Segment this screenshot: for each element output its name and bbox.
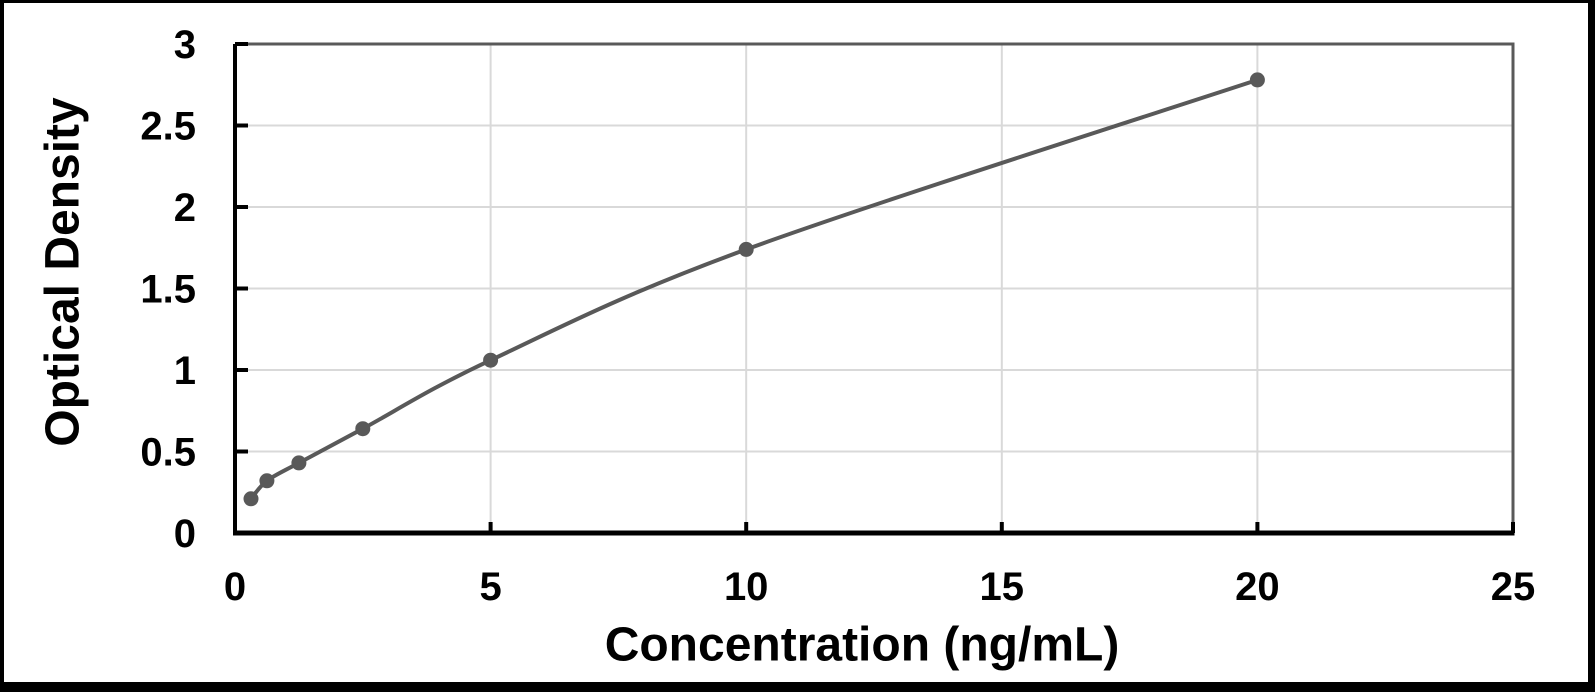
data-point-marker bbox=[738, 241, 754, 257]
y-tick-label: 0 bbox=[174, 512, 196, 556]
y-tick-label: 0.5 bbox=[140, 431, 196, 475]
x-tick-label: 25 bbox=[1491, 565, 1536, 609]
data-point-marker bbox=[355, 421, 371, 437]
data-point-marker bbox=[483, 352, 499, 368]
y-tick-label: 2.5 bbox=[140, 105, 196, 149]
y-tick-label: 3 bbox=[174, 23, 196, 67]
x-axis-title: Concentration (ng/mL) bbox=[604, 618, 1120, 672]
y-tick-label: 2 bbox=[174, 186, 196, 230]
x-tick-label: 20 bbox=[1235, 565, 1280, 609]
data-point-marker bbox=[243, 491, 259, 507]
x-tick-label: 5 bbox=[479, 565, 501, 609]
data-point-marker bbox=[1249, 72, 1265, 88]
y-tick-label: 1.5 bbox=[140, 268, 196, 312]
x-tick-label: 0 bbox=[224, 565, 246, 609]
standard-curve-chart: 0 0.5 1 1.5 2 2.5 3 0 5 10 15 20 25 Optical Density … bbox=[4, 3, 1588, 682]
y-tick-label: 1 bbox=[174, 349, 196, 393]
data-point-marker bbox=[291, 455, 307, 471]
data-point-marker bbox=[259, 473, 275, 489]
y-axis-title: Optical Density bbox=[36, 97, 90, 447]
x-tick-label: 15 bbox=[980, 565, 1025, 609]
x-tick-label: 10 bbox=[724, 565, 769, 609]
plot-area: 0 0.5 1 1.5 2 2.5 3 0 5 10 15 20 25 bbox=[140, 23, 1536, 609]
